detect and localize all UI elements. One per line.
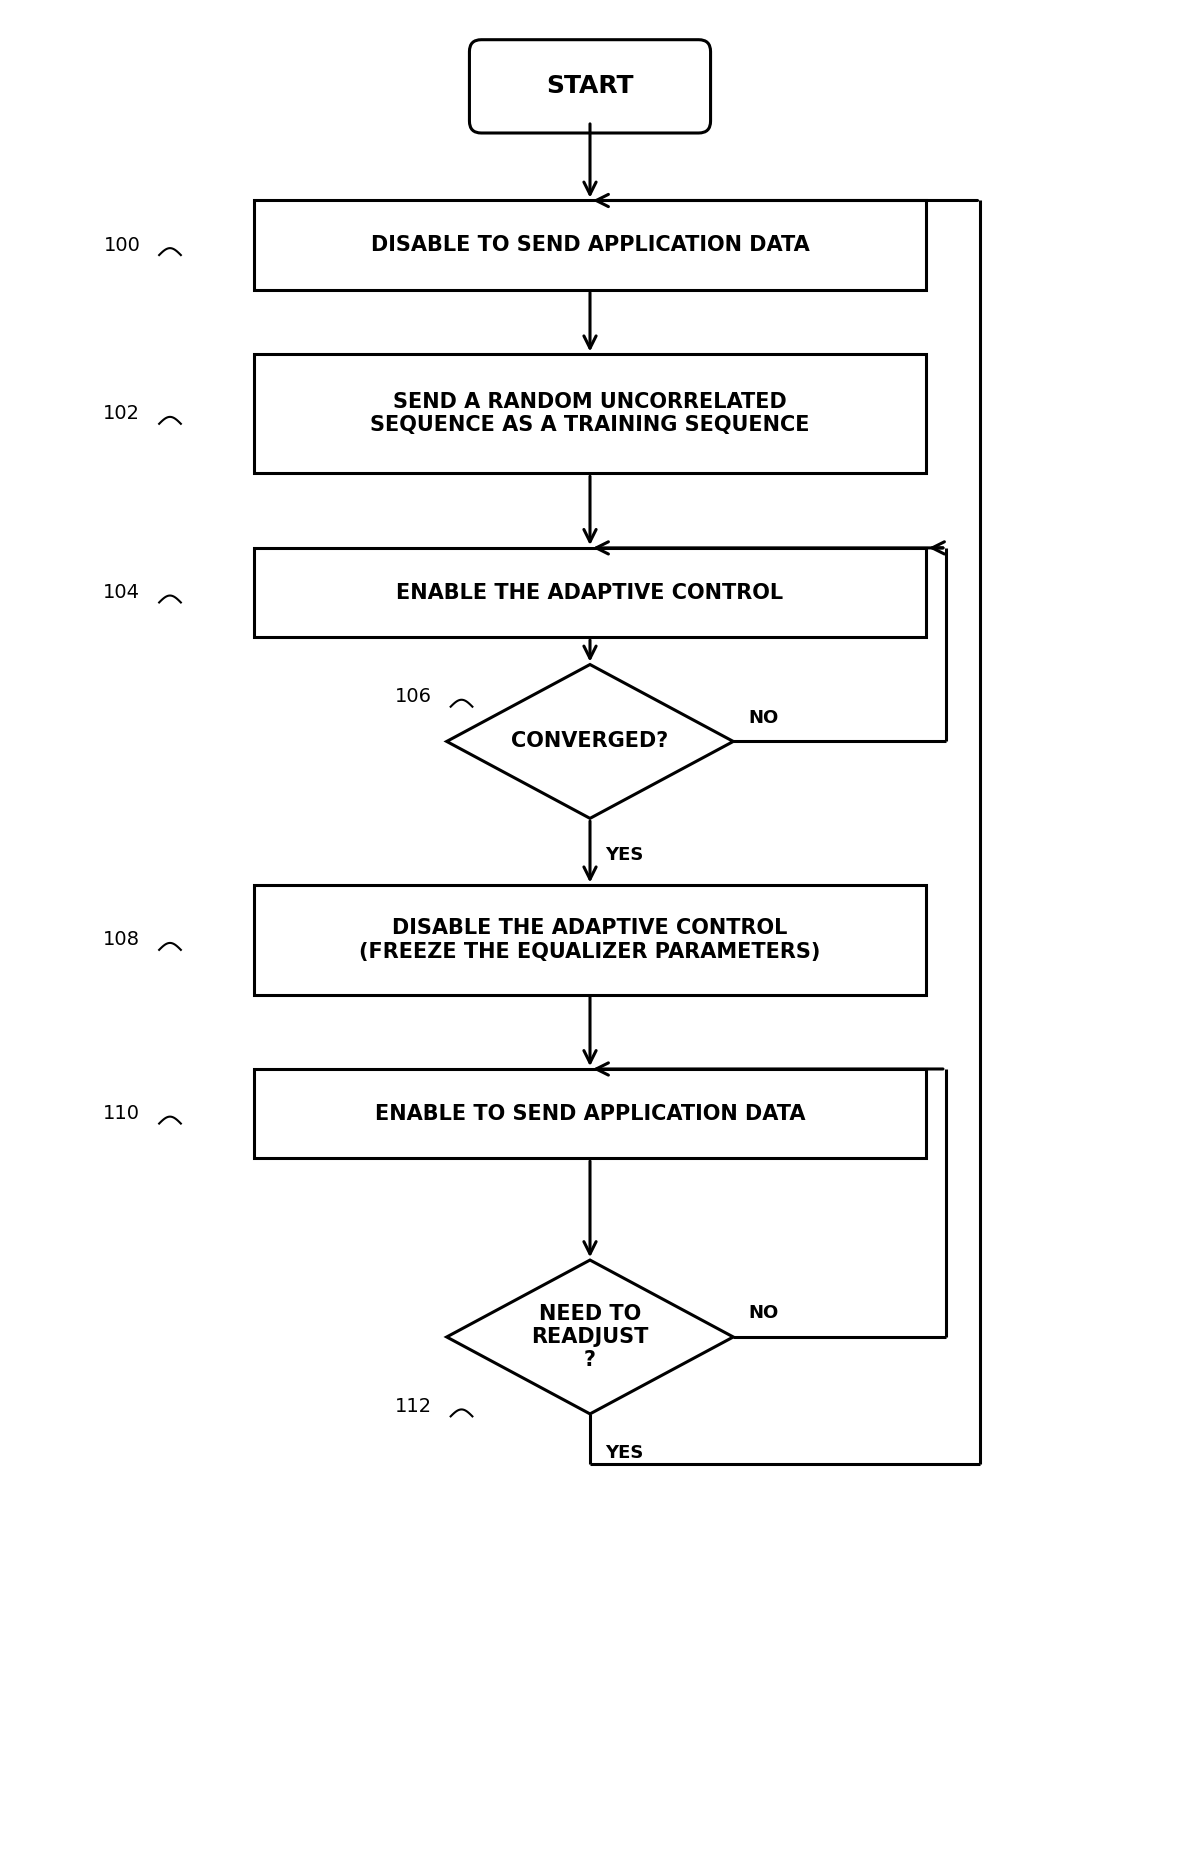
- Text: DISABLE THE ADAPTIVE CONTROL
(FREEZE THE EQUALIZER PARAMETERS): DISABLE THE ADAPTIVE CONTROL (FREEZE THE…: [360, 919, 820, 962]
- Bar: [254, 355, 926, 474]
- Text: YES: YES: [605, 1443, 643, 1462]
- Text: 108: 108: [104, 930, 140, 950]
- Text: YES: YES: [605, 846, 643, 864]
- Bar: [254, 1070, 926, 1158]
- Text: DISABLE TO SEND APPLICATION DATA: DISABLE TO SEND APPLICATION DATA: [371, 235, 809, 256]
- Text: NO: NO: [748, 709, 779, 726]
- Text: NEED TO
READJUST
?: NEED TO READJUST ?: [531, 1303, 649, 1370]
- Text: SEND A RANDOM UNCORRELATED
SEQUENCE AS A TRAINING SEQUENCE: SEND A RANDOM UNCORRELATED SEQUENCE AS A…: [371, 392, 809, 435]
- Polygon shape: [447, 665, 733, 818]
- Bar: [254, 200, 926, 289]
- Text: 112: 112: [395, 1397, 432, 1415]
- Polygon shape: [447, 1260, 733, 1413]
- Bar: [254, 547, 926, 637]
- Text: ENABLE THE ADAPTIVE CONTROL: ENABLE THE ADAPTIVE CONTROL: [396, 583, 784, 603]
- Text: 106: 106: [395, 687, 432, 706]
- Text: NO: NO: [748, 1303, 779, 1322]
- Text: 110: 110: [104, 1103, 140, 1124]
- Text: ENABLE TO SEND APPLICATION DATA: ENABLE TO SEND APPLICATION DATA: [375, 1103, 805, 1124]
- Text: 104: 104: [104, 583, 140, 601]
- Bar: [254, 885, 926, 995]
- FancyBboxPatch shape: [470, 39, 710, 133]
- Text: 102: 102: [104, 405, 140, 424]
- Text: 100: 100: [104, 235, 140, 254]
- Text: START: START: [546, 75, 634, 99]
- Text: CONVERGED?: CONVERGED?: [511, 732, 669, 751]
